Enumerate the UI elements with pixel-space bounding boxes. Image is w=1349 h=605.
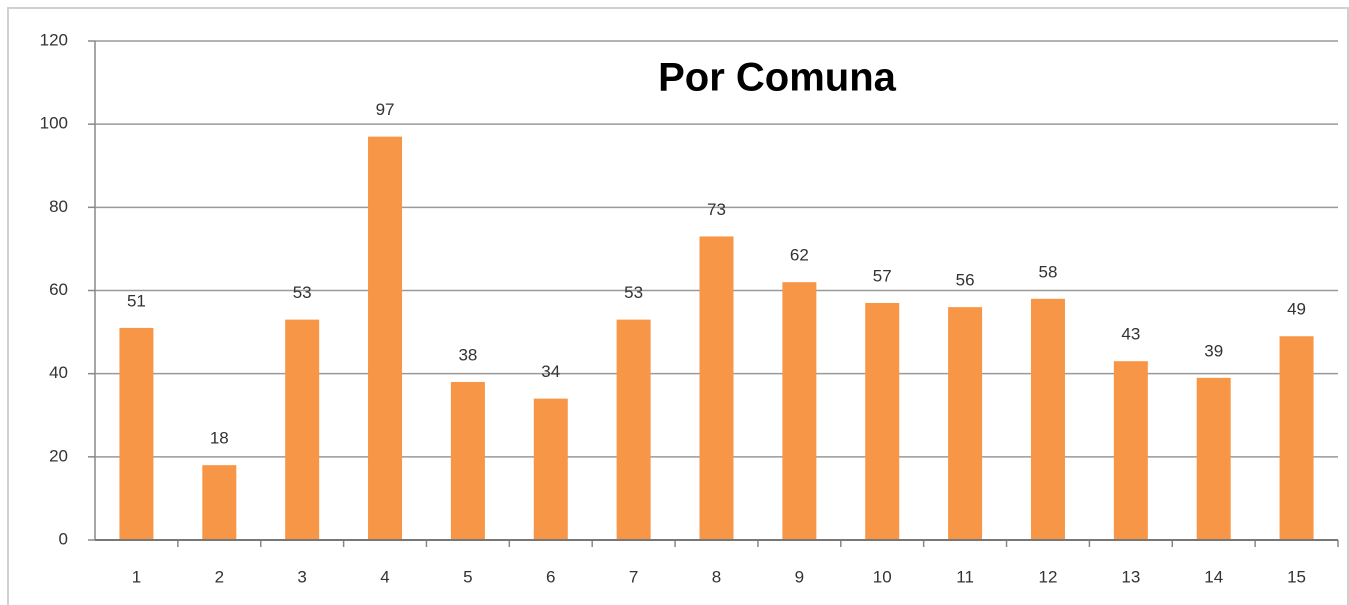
x-tick-label: 4: [380, 567, 389, 586]
y-tick-label: 20: [49, 446, 68, 465]
x-tick-label: 2: [215, 567, 224, 586]
data-label: 34: [541, 362, 560, 381]
bar: [533, 398, 568, 540]
bar: [1196, 377, 1231, 540]
bar: [450, 381, 485, 540]
x-tick-label: 13: [1121, 567, 1140, 586]
bar: [1030, 298, 1065, 540]
x-tick-label: 8: [712, 567, 721, 586]
x-tick-label: 3: [297, 567, 306, 586]
chart-frame: [7, 7, 1349, 605]
x-tick-label: 6: [546, 567, 555, 586]
y-tick-label: 100: [40, 114, 68, 133]
chart-title: Por Comuna: [658, 56, 897, 100]
bar: [285, 319, 320, 540]
x-tick-label: 9: [795, 567, 804, 586]
data-label: 97: [376, 100, 395, 119]
data-label: 57: [873, 266, 892, 285]
x-tick-label: 12: [1039, 567, 1058, 586]
bar: [368, 136, 403, 540]
data-label: 39: [1204, 341, 1223, 360]
bar: [865, 302, 900, 540]
data-label: 49: [1287, 300, 1306, 319]
data-label: 56: [956, 271, 975, 290]
bar: [948, 307, 983, 540]
y-tick-label: 60: [49, 280, 68, 299]
bar: [1113, 361, 1148, 540]
data-label: 73: [707, 200, 726, 219]
data-label: 18: [210, 429, 229, 448]
data-label: 38: [458, 345, 477, 364]
x-tick-label: 5: [463, 567, 472, 586]
data-label: 53: [293, 283, 312, 302]
x-tick-label: 10: [873, 567, 892, 586]
bar: [782, 282, 817, 540]
x-tick-label: 14: [1204, 567, 1223, 586]
x-tick-label: 7: [629, 567, 638, 586]
data-label: 43: [1121, 325, 1140, 344]
y-tick-label: 80: [49, 197, 68, 216]
bar: [119, 327, 154, 540]
x-tick-label: 11: [956, 567, 974, 586]
y-tick-label: 120: [40, 30, 68, 49]
x-tick-label: 1: [132, 567, 141, 586]
data-label: 51: [127, 291, 146, 310]
bar: [1279, 336, 1314, 540]
x-tick-label: 15: [1287, 567, 1306, 586]
bar: [616, 319, 651, 540]
y-tick-label: 40: [49, 363, 68, 382]
y-tick-label: 0: [59, 529, 68, 548]
bar: [202, 465, 237, 540]
data-label: 62: [790, 246, 809, 265]
data-label: 53: [624, 283, 643, 302]
data-label: 58: [1039, 262, 1058, 281]
bar: [699, 236, 734, 541]
